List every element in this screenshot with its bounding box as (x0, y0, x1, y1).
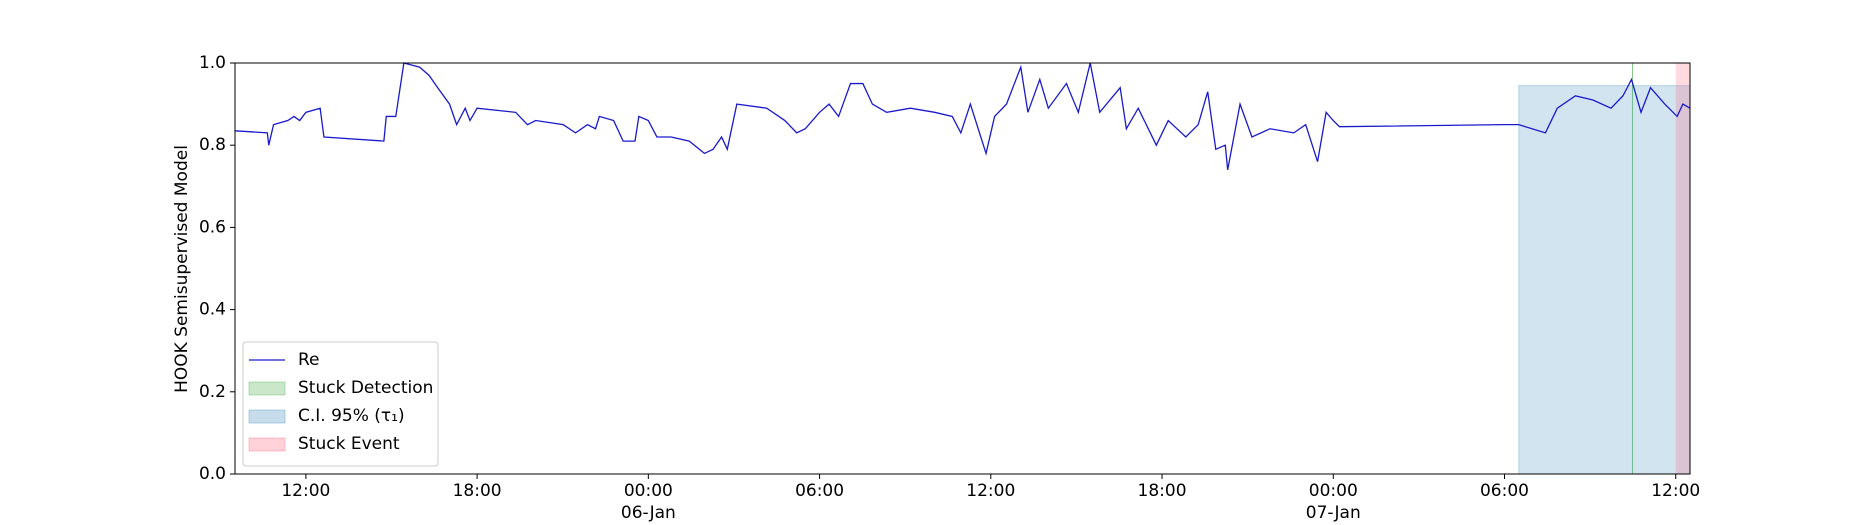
y-axis-label: HOOK Semisupervised Model (172, 145, 192, 393)
legend-label: Stuck Event (298, 434, 400, 454)
x-tick-label: 06:00 (1480, 481, 1529, 501)
y-tick-label: 0.2 (199, 382, 226, 402)
y-tick-label: 1.0 (199, 53, 226, 73)
legend-patch (248, 409, 286, 424)
legend-label: Stuck Detection (298, 378, 433, 398)
x-tick-label: 06:00 (795, 481, 844, 501)
legend-label: C.I. 95% (τ₁) (298, 406, 405, 426)
region (1631, 63, 1633, 474)
x-tick-label: 00:00 07-Jan (1306, 481, 1361, 523)
x-tick-label: 18:00 (453, 481, 502, 501)
x-tick-label: 18:00 (1138, 481, 1187, 501)
x-tick-label: 12:00 (966, 481, 1015, 501)
region (1518, 85, 1691, 475)
y-tick-label: 0.0 (199, 464, 226, 484)
legend-box (242, 341, 439, 467)
region (1675, 63, 1690, 474)
x-tick-label: 12:00 (1651, 481, 1700, 501)
legend-patch (248, 437, 286, 452)
y-tick-label: 0.8 (199, 135, 226, 155)
x-tick-label: 12:00 (281, 481, 330, 501)
axes-frame (234, 62, 1691, 475)
series-line (234, 62, 1691, 170)
legend-patch (248, 381, 286, 396)
y-tick-label: 0.4 (199, 300, 226, 320)
y-tick-label: 0.6 (199, 217, 226, 237)
legend-label: Re (298, 350, 320, 370)
